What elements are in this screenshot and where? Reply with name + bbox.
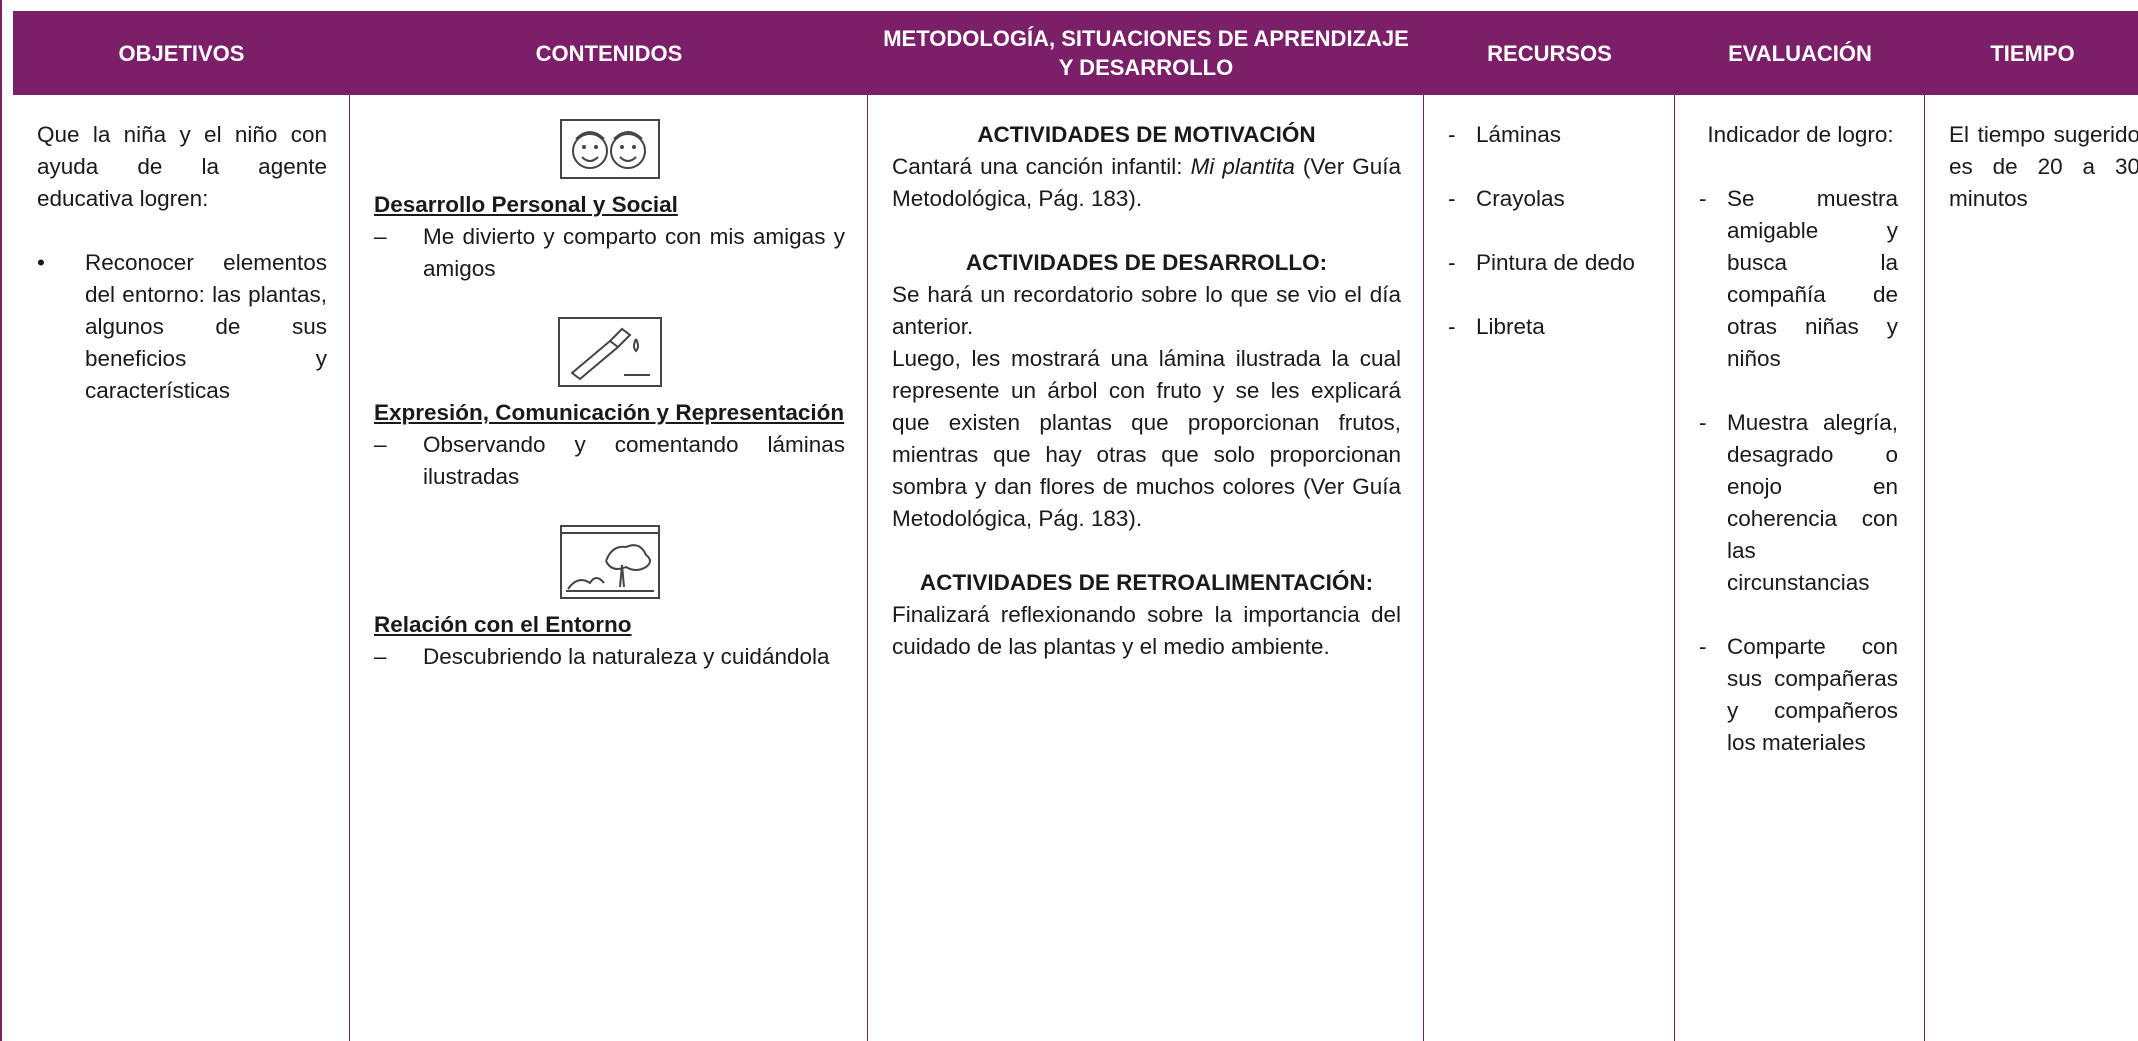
text-part: Mi plantita [1190,154,1295,179]
text-part: Se hará un recordatorio sobre lo que se … [892,282,1401,339]
column-header: OBJETIVOS [13,11,350,95]
list-text: Se muestra amigable y busca la compañía … [1727,186,1898,371]
content-group: Expresión, Comunicación y Representación… [374,317,845,493]
list-item: - Muestra alegría, desagrado o enojo en c… [1699,407,1902,599]
list-item: – Descubriendo la naturaleza y cuidándola [374,641,845,673]
list-text: Descubriendo la naturaleza y cuidándola [423,644,830,669]
list-item: – Observando y comentando láminas ilustra… [374,429,845,493]
time-text: El tiempo sugerido es de 20 a 30 minutos [1949,122,2138,211]
list-marker: - [1448,250,1456,275]
evaluation-intro: Indicador de logro: [1707,122,1894,147]
text-part: Cantará una canción infantil: [892,154,1191,179]
list-item: • Reconocer elementos del entorno: las pl… [37,247,327,407]
list-marker: - [1448,314,1456,339]
list-text: Láminas [1476,122,1562,147]
activity-section: ACTIVIDADES DE DESARROLLO: Se hará un rec… [892,247,1401,535]
body-cell: Desarrollo Personal y Social – Me divierto… [350,95,868,1041]
activity-section: ACTIVIDADES DE MOTIVACIÓN Cantará una can… [892,119,1401,215]
list-item: – Me divierto y comparto con mis amigas y… [374,221,845,285]
list-text: Crayolas [1476,186,1565,211]
area-icon [559,525,660,599]
column-header: EVALUACIÓN [1675,11,1925,95]
objective-intro: Que la niña y el niño con ayuda de la ag… [37,122,327,211]
text-part: Finalizará reflexionando sobre la import… [892,602,1401,659]
column-header: CONTENIDOS [350,11,868,95]
activity-title: ACTIVIDADES DE MOTIVACIÓN [977,122,1316,147]
list-text: Pintura de dedo [1476,250,1635,275]
list-marker: - [1699,186,1707,211]
body-cell: El tiempo sugerido es de 20 a 30 minutos [1925,95,2138,1041]
list-item: - Comparte con sus compañeras y compañero… [1699,631,1902,759]
text-part: (Ver Guía Metodológica, Pág. 183). [892,154,1401,211]
activity-text: Cantará una canción infantil: Mi plantit… [892,151,1401,215]
content-title: Relación con el Entorno [374,612,632,637]
column-header: TIEMPO [1925,11,2138,95]
list-text: Me divierto y comparto con mis amigas y … [423,224,845,281]
content-title: Expresión, Comunicación y Representación [374,400,845,425]
list-marker: – [374,432,387,457]
list-marker: • [37,250,45,275]
list-text: Muestra alegría, desagrado o enojo en co… [1727,410,1898,595]
list-text: Reconocer elementos del entorno: las pla… [85,250,327,403]
content-title: Desarrollo Personal y Social [374,192,678,217]
planning-table: OBJETIVOS CONTENIDOS METODOLOGÍA, SITUACIO… [13,11,2138,1041]
content-group: Desarrollo Personal y Social – Me divierto… [374,119,845,285]
activity-text: Luego, les mostrará una lámina ilustrada… [892,343,1401,535]
list-item: - Pintura de dedo [1448,247,1652,279]
area-icon [559,119,660,179]
column-header: METODOLOGÍA, SITUACIONES DE APRENDIZAJE … [868,11,1424,95]
list-marker: - [1448,122,1456,147]
activity-text: Finalizará reflexionando sobre la import… [892,599,1401,663]
column-header: RECURSOS [1424,11,1675,95]
list-marker: – [374,224,387,249]
list-text: Libreta [1476,314,1545,339]
list-item: - Libreta [1448,311,1652,343]
activity-title: ACTIVIDADES DE DESARROLLO: [965,250,1328,275]
list-marker: – [374,644,387,669]
content-group: Relación con el Entorno – Descubriendo la … [374,525,845,673]
list-marker: - [1448,186,1456,211]
list-text: Observando y comentando láminas ilustrad… [423,432,845,489]
body-cell: Que la niña y el niño con ayuda de la ag… [13,95,350,1041]
area-icon [557,317,662,387]
body-cell: ACTIVIDADES DE MOTIVACIÓN Cantará una can… [868,95,1424,1041]
body-cell: - Láminas - Crayolas - Pintura de dedo - Libret… [1424,95,1675,1041]
activity-title: ACTIVIDADES DE RETROALIMENTACIÓN: [919,570,1374,595]
list-item: - Crayolas [1448,183,1652,215]
list-marker: - [1699,410,1707,435]
list-text: Comparte con sus compañeras y compañeros… [1727,634,1898,755]
activity-text: Se hará un recordatorio sobre lo que se … [892,279,1401,343]
list-item: - Láminas [1448,119,1652,151]
text-part: Luego, les mostrará una lámina ilustrada… [892,346,1401,531]
activity-section: ACTIVIDADES DE RETROALIMENTACIÓN: Finaliz… [892,567,1401,663]
list-item: - Se muestra amigable y busca la compañía… [1699,183,1902,375]
list-marker: - [1699,634,1707,659]
body-cell: Indicador de logro: - Se muestra amigable … [1675,95,1925,1041]
